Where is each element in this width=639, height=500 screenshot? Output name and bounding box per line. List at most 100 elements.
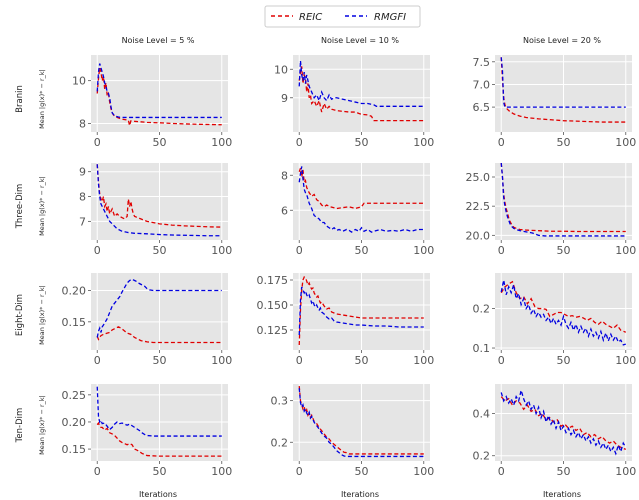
panel-ten-dim-col2: 0 50 100 0.2 0.3 <box>271 384 434 478</box>
y-axis-label-row1: Mean |g(x)* − r_k| <box>38 69 46 129</box>
row-label-eight-dim: Eight-Dim <box>15 294 25 336</box>
x-tick-label: 100 <box>413 465 434 478</box>
y-tick-label: 7.5 <box>473 56 491 69</box>
y-tick-label: 0.4 <box>473 408 491 421</box>
series-line-rmgfi <box>500 163 626 237</box>
y-tick-label: 0.25 <box>62 389 87 402</box>
x-tick-label: 50 <box>557 465 571 478</box>
y-tick-label: 9 <box>79 166 86 179</box>
series-line-reic <box>298 66 424 122</box>
y-axis-label-row4: Mean |g(x)* − r_k| <box>38 395 46 455</box>
x-tick-label: 50 <box>557 136 571 149</box>
x-tick-label: 100 <box>211 354 232 367</box>
x-tick-label: 100 <box>211 136 232 149</box>
x-tick-label: 100 <box>413 244 434 257</box>
panel-three-dim-col3: 0 50 100 20.0 22.5 25.0 <box>466 163 636 257</box>
x-tick-label: 100 <box>615 244 636 257</box>
series-line-reic <box>500 57 626 123</box>
x-tick-label: 0 <box>296 136 303 149</box>
panel-three-dim-col1: 0 50 100 7 8 9 <box>79 163 232 257</box>
x-tick-label: 50 <box>153 465 167 478</box>
y-tick-label: 0.125 <box>257 324 289 337</box>
y-tick-label: 10 <box>274 63 288 76</box>
x-tick-label: 50 <box>355 136 369 149</box>
series-line-rmgfi <box>298 166 424 233</box>
x-tick-label: 100 <box>211 244 232 257</box>
y-tick-label: 0.20 <box>62 416 87 429</box>
series-line-rmgfi <box>298 60 424 107</box>
series-line-rmgfi <box>500 57 626 108</box>
series-line-rmgfi <box>96 386 222 437</box>
panel-branin-col3: 0 50 100 6.5 7.0 7.5 <box>473 55 636 149</box>
x-tick-label: 50 <box>355 354 369 367</box>
x-tick-label: 100 <box>615 136 636 149</box>
series-line-rmgfi <box>96 164 222 237</box>
x-tick-label: 0 <box>498 354 505 367</box>
y-tick-label: 9 <box>281 92 288 105</box>
y-tick-label: 22.5 <box>466 200 491 213</box>
y-tick-label: 0.15 <box>62 316 87 329</box>
column-title-5pct: Noise Level = 5 % <box>122 36 195 45</box>
column-title-10pct: Noise Level = 10 % <box>321 36 399 45</box>
y-tick-label: 6.5 <box>473 101 491 114</box>
series-line-reic <box>96 421 222 457</box>
series-line-reic <box>500 280 627 333</box>
y-tick-label: 0.1 <box>473 342 491 355</box>
y-tick-label: 6 <box>281 204 288 217</box>
column-title-20pct: Noise Level = 20 % <box>523 36 601 45</box>
y-tick-label: 0.2 <box>271 436 289 449</box>
x-tick-label: 50 <box>355 244 369 257</box>
series-line-reic <box>96 326 222 344</box>
series-line-reic <box>500 396 627 450</box>
series-line-reic <box>96 164 222 228</box>
x-axis-label-col1: Iterations <box>139 490 177 499</box>
x-tick-label: 100 <box>413 354 434 367</box>
y-tick-label: 0.175 <box>257 274 289 287</box>
x-tick-label: 0 <box>296 465 303 478</box>
x-tick-label: 100 <box>615 354 636 367</box>
y-axis-label-row3: Mean |g(x)* − r_k| <box>38 285 46 345</box>
panel-three-dim-col2: 0 50 100 6 8 <box>281 163 434 257</box>
y-tick-label: 0.2 <box>473 303 491 316</box>
x-tick-label: 50 <box>153 244 167 257</box>
y-tick-label: 0.3 <box>271 395 289 408</box>
x-tick-label: 100 <box>413 136 434 149</box>
series-line-reic <box>298 275 424 346</box>
y-axis-label-row2: Mean |g(x)* − r_k| <box>38 176 46 236</box>
panel-eight-dim-col2: 0 50 100 0.125 0.150 0.175 <box>257 273 434 367</box>
x-tick-label: 50 <box>557 244 571 257</box>
series-line-rmgfi <box>96 278 222 338</box>
x-tick-label: 0 <box>498 465 505 478</box>
series-line-reic <box>298 386 424 455</box>
y-tick-label: 0.20 <box>62 285 87 298</box>
y-tick-label: 7.0 <box>473 78 491 91</box>
x-tick-label: 0 <box>498 244 505 257</box>
series-line-reic <box>298 168 424 210</box>
row-label-three-dim: Three-Dim <box>15 184 25 230</box>
x-tick-label: 50 <box>355 465 369 478</box>
x-tick-label: 0 <box>296 354 303 367</box>
y-tick-label: 8 <box>79 191 86 204</box>
panel-eight-dim-col3: 0 50 100 0.1 0.2 <box>473 273 636 367</box>
x-tick-label: 0 <box>94 465 101 478</box>
x-tick-label: 50 <box>153 136 167 149</box>
legend-label-reic: REIC <box>299 12 322 23</box>
series-line-rmgfi <box>96 63 222 119</box>
y-tick-label: 8 <box>281 169 288 182</box>
row-label-ten-dim: Ten-Dim <box>15 408 25 444</box>
y-tick-label: 20.0 <box>466 229 491 242</box>
series-line-rmgfi <box>500 387 627 456</box>
y-tick-label: 7 <box>79 215 86 228</box>
x-tick-label: 0 <box>94 136 101 149</box>
x-axis-label-col2: Iterations <box>341 490 379 499</box>
series-line-rmgfi <box>298 286 424 336</box>
y-tick-label: 8 <box>79 117 86 130</box>
panel-branin-col2: 0 50 100 9 10 <box>274 55 434 149</box>
legend: REIC RMGFI <box>264 5 421 28</box>
x-tick-label: 100 <box>615 465 636 478</box>
x-tick-label: 0 <box>94 244 101 257</box>
y-tick-label: 0.15 <box>62 443 87 456</box>
x-axis-label-col3: Iterations <box>543 490 581 499</box>
x-tick-label: 0 <box>498 136 505 149</box>
series-line-rmgfi <box>298 388 424 458</box>
